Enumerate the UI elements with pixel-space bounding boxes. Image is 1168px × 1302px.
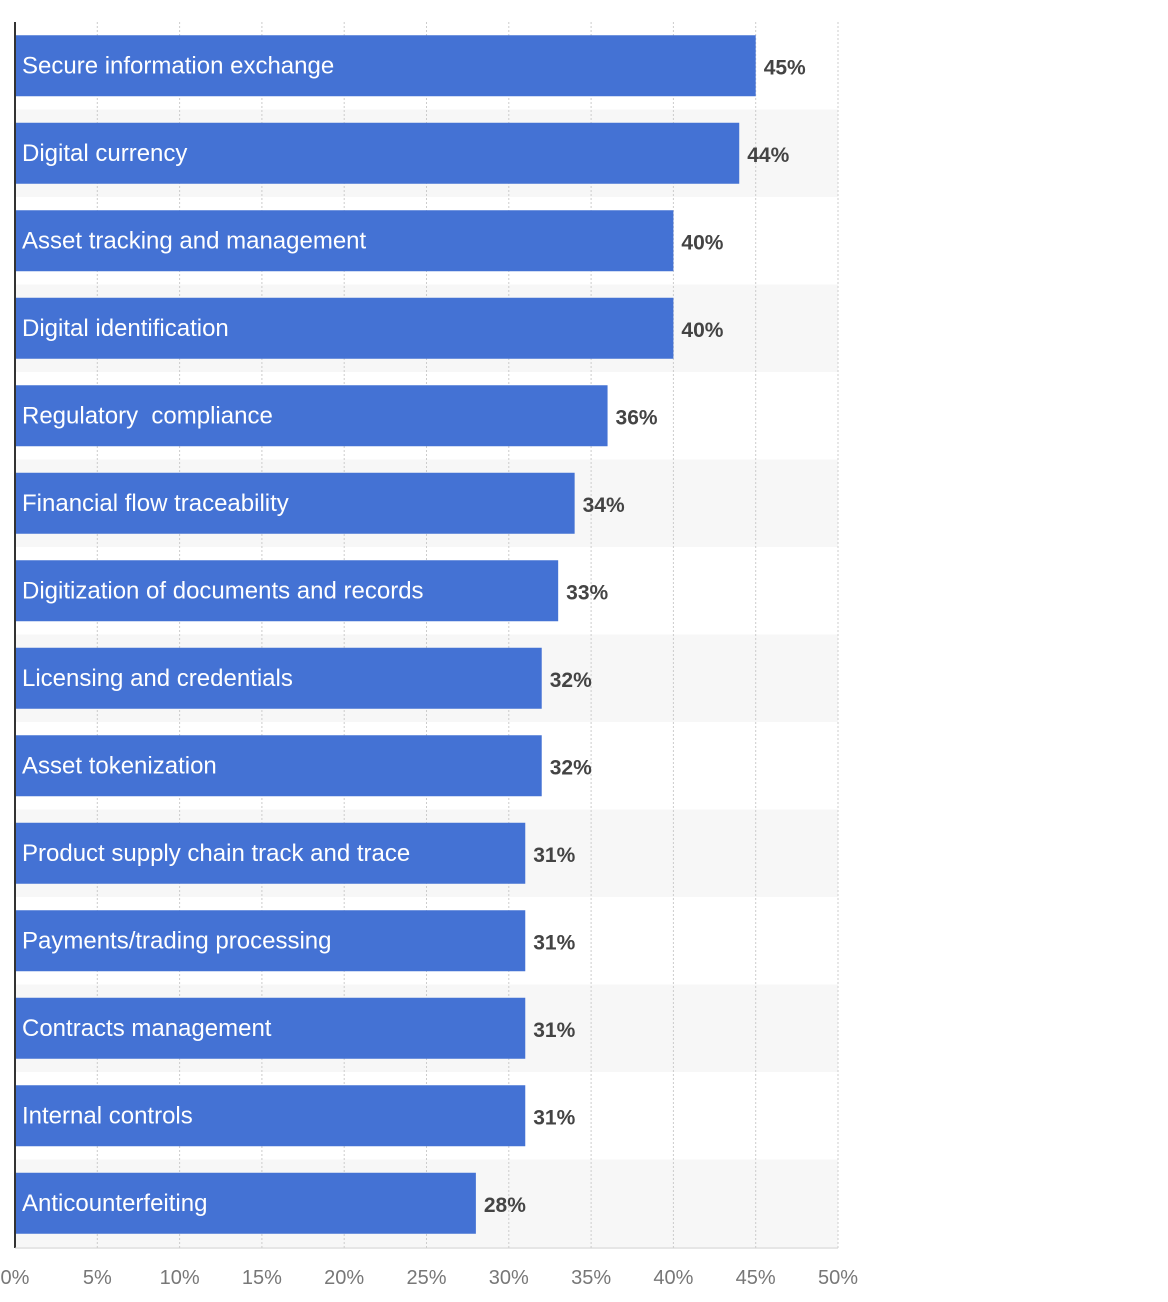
bar-category-label: Licensing and credentials [22,665,293,692]
bar [15,647,542,709]
x-tick-label: 0% [1,1267,30,1289]
bar [15,35,756,97]
x-tick-label: 10% [160,1267,200,1289]
bar-category-label: Asset tracking and management [22,227,367,254]
bar [15,385,608,447]
bar-value-label: 36% [616,406,658,429]
bar [15,122,740,184]
bar-value-label: 31% [533,1019,575,1042]
bar [15,472,575,534]
bar-value-label: 45% [764,56,806,79]
bar-category-label: Asset tokenization [22,752,217,779]
bar-value-label: 32% [550,669,592,692]
bar-category-label: Digitization of documents and records [22,577,424,604]
bar [15,210,674,272]
bar-category-label: Digital currency [22,140,187,167]
x-tick-label: 50% [818,1267,858,1289]
bar [15,560,559,622]
bar [15,297,674,359]
x-tick-label: 30% [489,1267,529,1289]
bar-value-label: 31% [533,1106,575,1129]
bar-category-label: Payments/trading processing [22,927,332,954]
bar-category-label: Secure information exchange [22,52,334,79]
x-tick-label: 35% [571,1267,611,1289]
bar [15,1172,476,1234]
bar [15,910,526,972]
x-tick-label: 5% [83,1267,112,1289]
x-axis-ticks: 0% 5% 10% 15% 20% 25% 30% 35% 40% 45% 50% [1,1267,859,1289]
bars: Secure information exchange 45% Digital cu… [15,35,806,1234]
bar-value-label: 40% [681,319,723,342]
bar-category-label: Anticounterfeiting [22,1190,207,1217]
bar-category-label: Regulatory compliance [22,402,273,429]
bar [15,822,526,884]
bar-value-label: 32% [550,756,592,779]
bar-category-label: Contracts management [22,1015,272,1042]
bar-value-label: 33% [566,581,608,604]
bar-value-label: 31% [533,844,575,867]
bar-value-label: 31% [533,931,575,954]
bar [15,997,526,1059]
bar-value-label: 28% [484,1194,526,1217]
bar-category-label: Internal controls [22,1102,193,1129]
axes [14,22,838,1249]
bar [15,735,542,797]
x-tick-label: 15% [242,1267,282,1289]
x-tick-label: 40% [653,1267,693,1289]
bar [15,1085,526,1147]
x-tick-label: 45% [736,1267,776,1289]
bar-category-label: Digital identification [22,315,229,342]
bar-value-label: 34% [583,494,625,517]
bar-value-label: 44% [747,144,789,167]
x-tick-label: 25% [406,1267,446,1289]
bar-category-label: Product supply chain track and trace [22,840,410,867]
bar-category-label: Financial flow traceability [22,490,289,517]
bar-value-label: 40% [681,231,723,254]
x-tick-label: 20% [324,1267,364,1289]
